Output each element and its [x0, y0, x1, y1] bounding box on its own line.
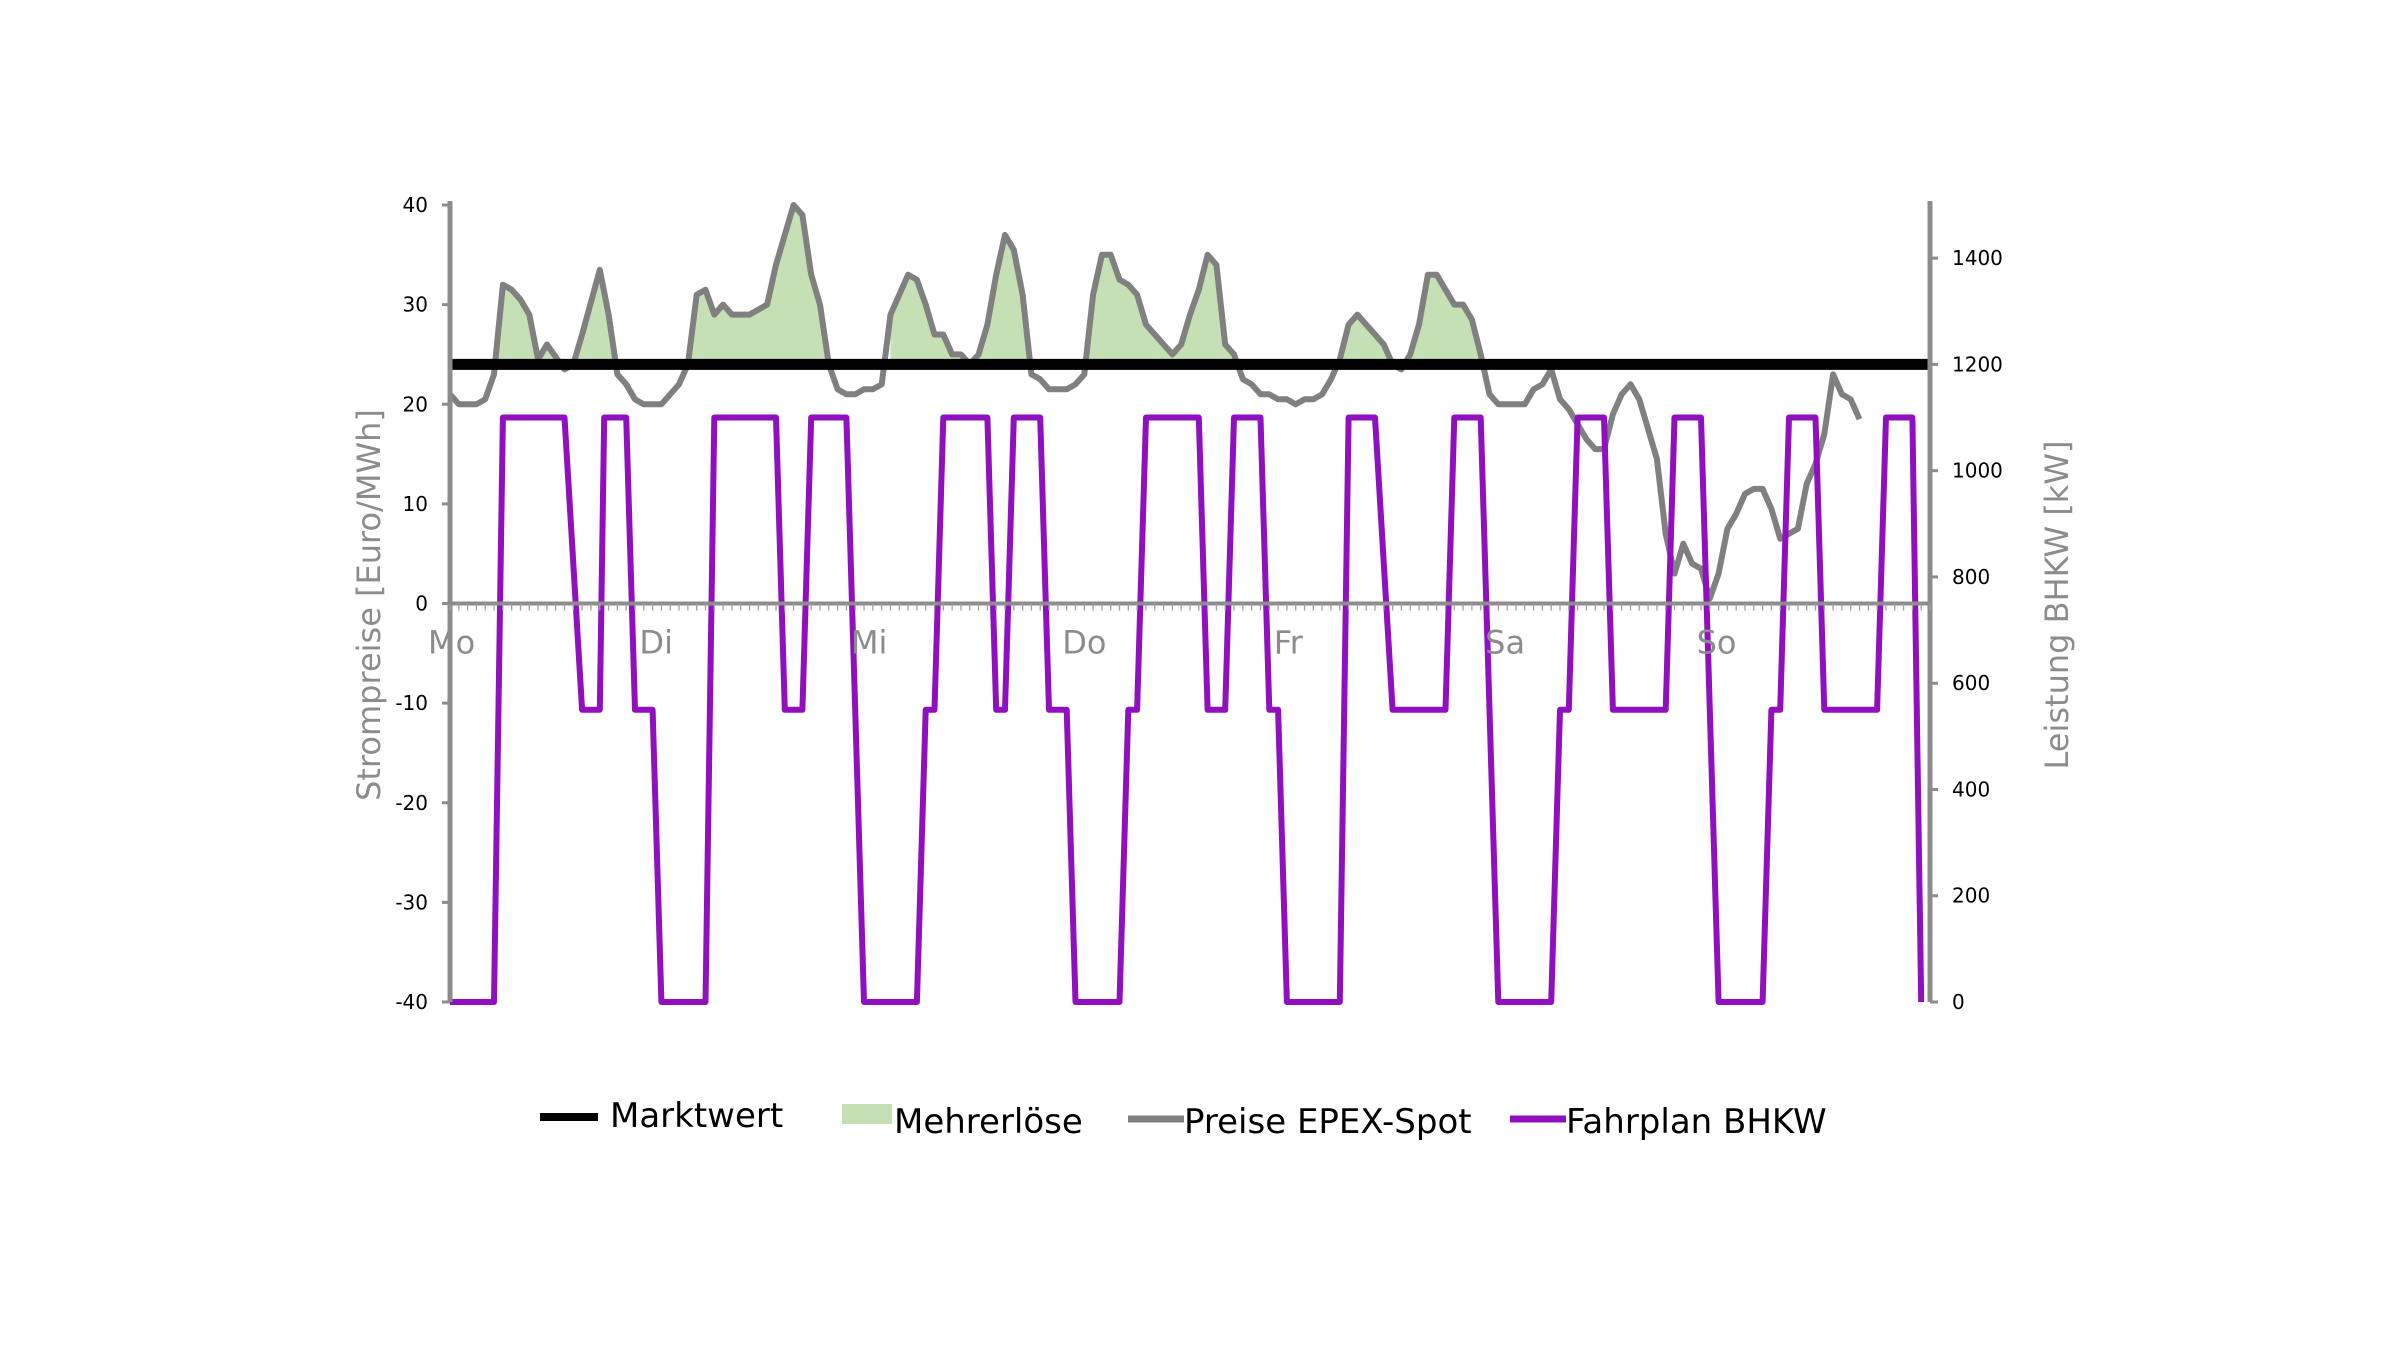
- left-tick-label: 30: [403, 293, 428, 317]
- mehrerloese-area: [573, 269, 616, 365]
- mehrerloese-area: [495, 284, 561, 365]
- tick-labels-layer: 40 30 20 10 0 -10 -20 -30 -40 1400 1200 1000 800 600 4…: [395, 193, 2003, 1014]
- x-day-label: Di: [639, 624, 673, 662]
- left-tick-label: 40: [403, 193, 428, 217]
- left-tick-label: 20: [403, 392, 428, 416]
- right-tick-label: 1400: [1952, 246, 2003, 270]
- legend-label-marktwert: Marktwert: [610, 1096, 783, 1136]
- series-lines-layer: [447, 202, 1930, 1005]
- left-axis-title: Strompreise [Euro/MWh]: [350, 409, 388, 801]
- left-tick-label: 0: [415, 592, 428, 616]
- right-axis-title: Leistung BHKW [kW]: [2038, 441, 2076, 770]
- right-tick-label: 1200: [1952, 352, 2003, 376]
- mehrerloese-area: [890, 234, 1031, 365]
- x-day-label: So: [1697, 624, 1737, 662]
- x-day-label: Sa: [1485, 624, 1525, 662]
- legend-label-bhkw: Fahrplan BHKW: [1566, 1102, 1827, 1142]
- left-tick-label: -20: [395, 791, 428, 815]
- left-tick-label: 10: [403, 492, 428, 516]
- right-tick-label: 600: [1952, 671, 1990, 695]
- x-day-label: Fr: [1274, 624, 1304, 662]
- mehrerloese-area: [1410, 274, 1483, 365]
- mehrerloese-area: [687, 205, 885, 365]
- right-tick-label: 1000: [1952, 459, 2003, 483]
- mehrerloese-area: [1337, 314, 1405, 365]
- right-tick-label: 0: [1952, 990, 1965, 1014]
- x-day-label: Do: [1062, 624, 1106, 662]
- x-day-label: Mo: [428, 624, 475, 662]
- legend-label-mehrerloese: Mehrerlöse: [894, 1102, 1083, 1142]
- legend-swatch-mehrerloese: [842, 1104, 892, 1124]
- left-tick-label: -40: [395, 990, 428, 1014]
- left-tick-label: -10: [395, 691, 428, 715]
- bhkw-schedule-line: [450, 414, 1925, 1005]
- left-tick-label: -30: [395, 890, 428, 914]
- right-tick-label: 200: [1952, 884, 1990, 908]
- right-tick-label: 800: [1952, 565, 1990, 589]
- mehrerloese-fill-layer: [495, 205, 1483, 365]
- x-day-label: Mi: [851, 624, 888, 662]
- axes-layer: [442, 201, 1938, 1004]
- right-tick-label: 400: [1952, 777, 1990, 801]
- legend-label-epex: Preise EPEX-Spot: [1184, 1102, 1472, 1142]
- legend: Marktwert Mehrerlöse Preise EPEX-Spot Fa…: [540, 1096, 1827, 1142]
- epex-price-line: [447, 202, 1863, 602]
